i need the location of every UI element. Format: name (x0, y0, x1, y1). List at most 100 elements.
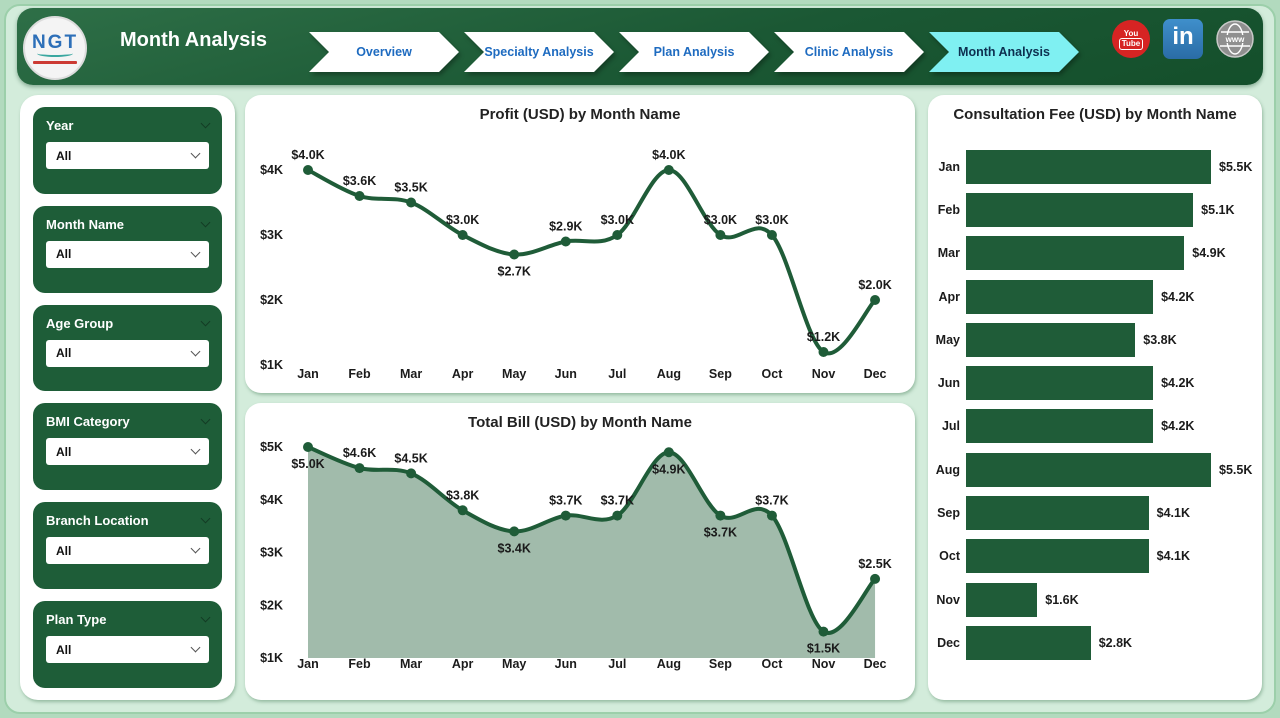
chevron-down-icon[interactable] (200, 415, 211, 425)
fee-bar-oct[interactable] (966, 539, 1149, 574)
area-fill (308, 447, 876, 658)
y-axis-tick: $3K (260, 546, 283, 560)
x-axis-label: Jan (297, 367, 319, 381)
svg-text:www: www (1225, 35, 1245, 44)
header-bar: Overview Specialty Analysis Plan Analysis C… (17, 8, 1263, 85)
data-point-jan[interactable] (303, 165, 313, 175)
data-point-oct[interactable] (766, 230, 777, 240)
fee-bar-feb[interactable] (966, 192, 1194, 227)
bar-category-label: Aug (935, 462, 960, 477)
nav-tab-clinic-analysis[interactable]: Clinic Analysis (774, 32, 924, 72)
x-axis-label: Feb (348, 367, 371, 381)
data-point-mar[interactable] (406, 197, 417, 208)
data-point-oct[interactable] (766, 510, 777, 521)
data-label: $4.0K (652, 148, 685, 162)
fee-bar-may[interactable] (966, 322, 1136, 357)
data-point-apr[interactable] (457, 230, 468, 240)
website-globe-icon[interactable]: www (1216, 20, 1254, 58)
bmi-category-filter-label: BMI Category (46, 414, 130, 430)
fee-bar-jun[interactable] (966, 366, 1154, 401)
data-point-may[interactable] (509, 249, 520, 260)
fee-bar-row-sep: Sep $4.1K (928, 491, 1262, 534)
plan-type-filter-label: Plan Type (46, 612, 107, 628)
fee-bar-dec[interactable] (966, 625, 1091, 660)
x-axis-label: May (502, 657, 526, 671)
y-axis-tick: $4K (260, 493, 283, 507)
data-point-feb[interactable] (354, 191, 365, 201)
x-axis-label: Dec (864, 657, 887, 671)
nav-tab-month-analysis[interactable]: Month Analysis (929, 32, 1079, 72)
x-axis-label: Apr (452, 367, 474, 381)
data-label: $3.0K (446, 213, 479, 227)
data-point-jun[interactable] (560, 236, 571, 247)
data-point-sep[interactable] (715, 230, 726, 240)
data-point-jun[interactable] (560, 510, 571, 521)
fee-bar-nov[interactable] (966, 582, 1038, 617)
selected-value: All (56, 247, 72, 262)
year-filter-dropdown[interactable]: All (46, 142, 209, 169)
data-label: $2.7K (498, 265, 531, 279)
bmi-category-filter-dropdown[interactable]: All (46, 438, 209, 466)
bar-value-label: $4.2K (1161, 289, 1195, 304)
x-axis-label: Jun (555, 657, 577, 671)
data-label: $4.6K (343, 446, 376, 460)
bar-category-label: Dec (937, 635, 960, 650)
bar-category-label: Apr (938, 289, 960, 304)
fee-bar-aug[interactable] (966, 452, 1211, 487)
data-point-jul[interactable] (612, 510, 623, 521)
x-axis-label: Sep (709, 367, 732, 381)
month-name-filter-dropdown[interactable]: All (46, 240, 209, 268)
data-point-aug[interactable] (663, 165, 674, 175)
data-label: $1.5K (807, 642, 840, 656)
chevron-down-icon[interactable] (200, 316, 211, 327)
total-bill-area-chart[interactable]: $5.0K $4.6K $4.5K $3.8K $3.4K $3.7K $3.7K $4.9K… (245, 435, 915, 700)
chevron-down-icon (190, 247, 201, 258)
data-point-dec[interactable] (870, 573, 881, 584)
data-point-sep[interactable] (715, 510, 726, 521)
chevron-down-icon[interactable] (200, 513, 211, 524)
y-axis-tick: $1K (260, 358, 283, 372)
data-point-aug[interactable] (663, 447, 674, 458)
data-point-may[interactable] (509, 526, 520, 537)
data-label: $2.9K (549, 220, 582, 234)
linkedin-icon[interactable]: in (1163, 19, 1203, 59)
y-axis-tick: $4K (260, 163, 283, 177)
plan-type-filter-dropdown[interactable]: All (46, 636, 209, 664)
age-group-filter-label: Age Group (46, 315, 114, 331)
data-point-jul[interactable] (612, 230, 623, 240)
fee-bar-jan[interactable] (966, 149, 1211, 184)
fee-bar-row-nov: Nov $1.6K (928, 578, 1262, 621)
nav-tab-overview[interactable]: Overview (309, 32, 459, 72)
fee-bar-jul[interactable] (966, 409, 1154, 444)
data-point-nov[interactable] (818, 347, 829, 357)
chevron-down-icon[interactable] (200, 118, 211, 129)
data-label: $3.7K (755, 494, 788, 508)
youtube-icon[interactable]: You Tube (1112, 20, 1150, 58)
chevron-down-icon[interactable] (200, 612, 211, 623)
bar-category-label: Jun (937, 376, 960, 391)
nav-tab-plan-analysis[interactable]: Plan Analysis (619, 32, 769, 72)
filters-sidebar: Year All Month Name All Age Group All BMI Cate… (20, 95, 235, 700)
bar-category-label: Oct (939, 549, 960, 564)
fee-bar-apr[interactable] (966, 279, 1154, 314)
data-label: $3.4K (498, 541, 531, 555)
data-label: $3.7K (549, 494, 582, 508)
fee-bar-mar[interactable] (966, 236, 1185, 271)
chevron-down-icon[interactable] (200, 217, 211, 228)
bar-category-label: Mar (937, 246, 960, 261)
bar-value-label: $2.8K (1098, 635, 1133, 650)
fee-bar-sep[interactable] (966, 496, 1149, 531)
profit-line-chart[interactable]: $4.0K $3.6K $3.5K $3.0K $2.7K $2.9K $3.0K $4.0K… (245, 127, 915, 393)
branch-location-filter-dropdown[interactable]: All (46, 537, 209, 565)
data-point-dec[interactable] (870, 295, 881, 305)
chevron-down-icon (190, 346, 201, 357)
data-point-apr[interactable] (457, 505, 468, 516)
age-group-filter-dropdown[interactable]: All (46, 339, 209, 367)
bar-value-label: $4.2K (1161, 376, 1195, 391)
data-point-feb[interactable] (354, 463, 365, 474)
data-point-jan[interactable] (303, 442, 313, 452)
data-point-nov[interactable] (818, 626, 829, 637)
nav-tab-specialty-analysis[interactable]: Specialty Analysis (464, 32, 614, 72)
data-point-mar[interactable] (406, 468, 417, 479)
